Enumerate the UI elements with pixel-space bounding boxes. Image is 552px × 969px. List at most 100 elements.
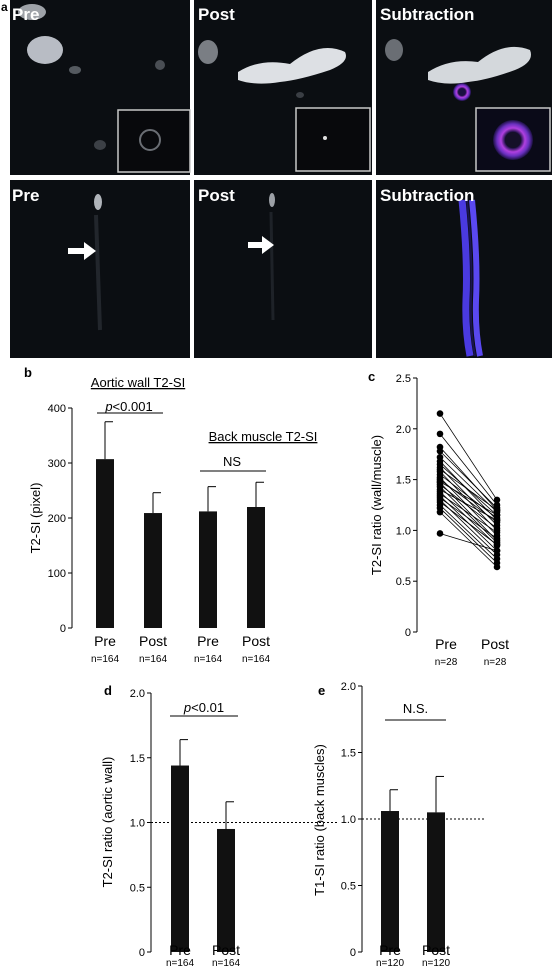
c-ytick-label: 2.0 xyxy=(396,424,411,436)
d-n-label: n=164 xyxy=(166,958,195,969)
c-point-pre xyxy=(436,430,444,438)
c-y-axis-title: T2-SI ratio (wall/muscle) xyxy=(369,435,384,575)
e-category-label: Post xyxy=(422,942,450,958)
c-pair-line xyxy=(439,511,498,568)
mri-top-post: Post xyxy=(194,0,372,175)
e-ytick-label: 1.0 xyxy=(341,814,356,826)
c-pair-line xyxy=(439,504,498,560)
c-point-pre xyxy=(436,447,444,455)
b-ytick-label: 300 xyxy=(48,458,66,470)
b-group-title: Aortic wall T2-SI xyxy=(91,375,185,390)
b-bar xyxy=(247,507,265,628)
b-ytick-label: 100 xyxy=(48,568,66,580)
e-n-label: n=120 xyxy=(422,958,451,969)
d-n-label: n=164 xyxy=(212,958,241,969)
b-y-axis-title: T2-SI (pixel) xyxy=(28,483,43,554)
c-point-post xyxy=(493,496,501,504)
mri-label-top-subtraction: Subtraction xyxy=(380,5,474,24)
e-bar xyxy=(427,812,445,952)
c-point-post xyxy=(493,516,501,524)
panel-a: Pre Post Subtraction Pre xyxy=(0,0,552,359)
c-pair-line xyxy=(439,533,498,552)
panel-letter-a: a xyxy=(1,0,8,14)
mri-top-subtraction: Subtraction xyxy=(376,0,552,175)
e-ytick-label: 1.5 xyxy=(341,748,356,760)
c-ytick-label: 0 xyxy=(405,627,411,639)
c-pair-line xyxy=(439,497,498,539)
e-y-axis-title: T1-SI ratio (back muscles) xyxy=(312,744,327,896)
b-group-title: Back muscle T2-SI xyxy=(209,429,318,444)
c-n-label: n=28 xyxy=(484,657,507,668)
d-ytick-label: 2.0 xyxy=(130,688,145,700)
b-bar xyxy=(199,511,217,628)
panel-d: d 0 0.5 1.0 1.5 2.0 T2-SI ratio (aortic wall… xyxy=(100,683,338,969)
mri-label-top-pre: Pre xyxy=(12,5,39,24)
d-category-label: Pre xyxy=(169,942,191,958)
c-pair-line xyxy=(439,474,498,519)
b-n-label: n=164 xyxy=(194,654,223,665)
c-pair-line xyxy=(439,413,498,501)
c-pair-line xyxy=(439,484,498,529)
b-ytick-label: 0 xyxy=(60,623,66,635)
b-ytick-label: 400 xyxy=(48,403,66,415)
e-annotation: N.S. xyxy=(403,701,428,716)
mri-bottom-subtraction: Subtraction xyxy=(376,180,552,358)
e-ytick-label: 0.5 xyxy=(341,881,356,893)
mri-label-bottom-subtraction: Subtraction xyxy=(380,186,474,205)
e-ytick-label: 0 xyxy=(350,947,356,959)
e-bar xyxy=(381,811,399,952)
c-pair-line xyxy=(439,481,498,516)
b-annotation: NS xyxy=(223,454,241,469)
c-point-post xyxy=(493,541,501,548)
d-annotation: p<0.01 xyxy=(183,700,224,715)
c-pair-line xyxy=(439,446,498,511)
d-ytick-label: 1.5 xyxy=(130,753,145,765)
mri-label-top-post: Post xyxy=(198,5,235,24)
c-point-pre xyxy=(436,410,444,417)
d-category-label: Post xyxy=(212,942,240,958)
mri-bottom-post: Post xyxy=(194,180,372,358)
d-ytick-label: 1.0 xyxy=(130,818,145,830)
mri-label-bottom-pre: Pre xyxy=(12,186,39,205)
c-pair-line xyxy=(439,491,498,546)
b-n-label: n=164 xyxy=(139,654,168,665)
mri-top-pre: Pre xyxy=(10,0,191,175)
mri-label-bottom-post: Post xyxy=(198,186,235,205)
c-pair-line xyxy=(439,493,498,533)
b-annotation: p<0.001 xyxy=(104,399,152,414)
c-point-pre xyxy=(436,530,444,537)
b-bar xyxy=(144,513,162,628)
b-category-label: Post xyxy=(242,633,270,649)
b-n-label: n=164 xyxy=(91,654,120,665)
c-pair-line xyxy=(439,489,498,521)
c-category-label: Pre xyxy=(435,636,457,652)
c-category-label: Post xyxy=(481,636,509,652)
b-n-label: n=164 xyxy=(242,654,271,665)
c-pair-line xyxy=(439,450,498,509)
d-ytick-label: 0.5 xyxy=(130,882,145,894)
c-point-post xyxy=(493,511,501,519)
c-ytick-label: 2.5 xyxy=(396,373,411,385)
b-category-label: Post xyxy=(139,633,167,649)
d-bar xyxy=(171,765,189,952)
panel-b: b 0 100 200 300 400 T2-SI (pixel) Pre n=164 Po… xyxy=(24,365,317,665)
e-n-label: n=120 xyxy=(376,958,405,969)
c-pair-line xyxy=(439,501,498,545)
c-point-post xyxy=(493,506,501,514)
c-ytick-label: 1.0 xyxy=(396,525,411,537)
panel-letter-e: e xyxy=(318,683,325,698)
d-ytick-label: 0 xyxy=(139,947,145,959)
panel-letter-b: b xyxy=(24,365,32,380)
e-category-label: Pre xyxy=(379,942,401,958)
c-point-pre xyxy=(436,508,444,516)
c-pair-line xyxy=(439,507,498,564)
d-y-axis-title: T2-SI ratio (aortic wall) xyxy=(100,757,115,888)
c-n-label: n=28 xyxy=(435,657,458,668)
b-category-label: Pre xyxy=(197,633,219,649)
c-point-post xyxy=(493,535,501,542)
c-point-post xyxy=(493,563,501,571)
panel-letter-c: c xyxy=(368,369,375,384)
c-point-post xyxy=(493,529,501,536)
c-pair-line xyxy=(439,433,498,506)
